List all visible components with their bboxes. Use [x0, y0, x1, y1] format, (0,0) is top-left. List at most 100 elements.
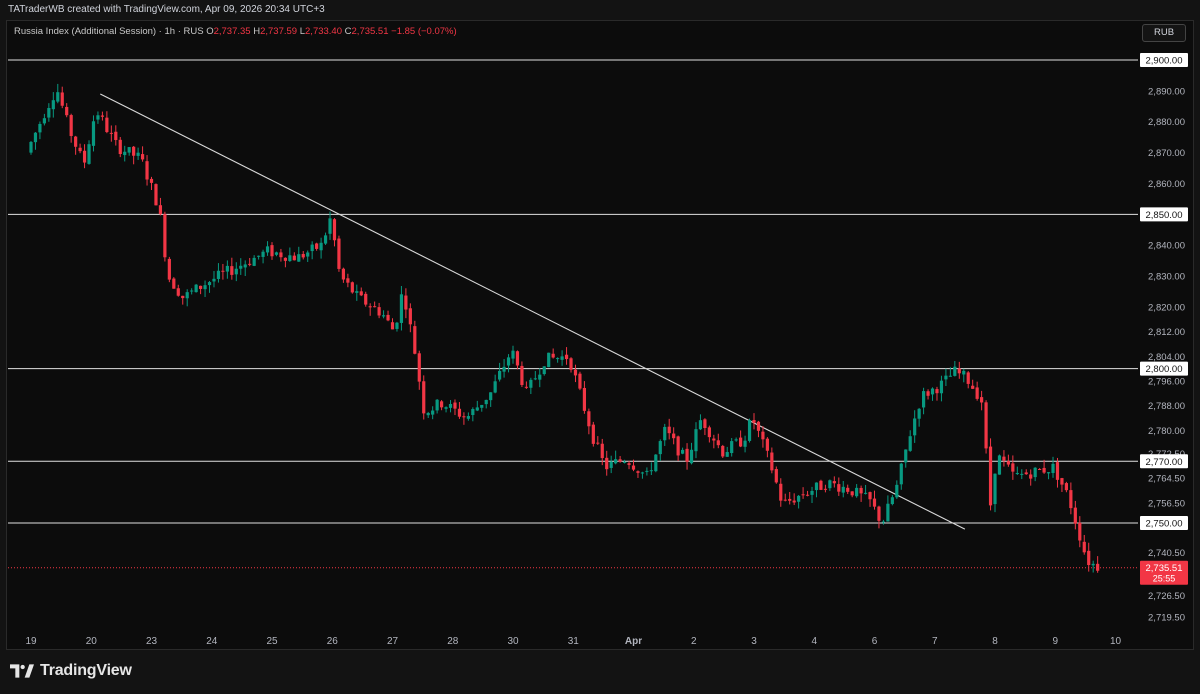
close-value: 2,735.51	[351, 26, 389, 37]
candle-body	[587, 411, 591, 427]
candle-body	[274, 252, 279, 255]
candle-body	[100, 115, 105, 117]
candle-body	[252, 257, 256, 266]
candle-body	[712, 438, 716, 441]
candle-body	[618, 459, 622, 462]
candle-body	[622, 461, 627, 463]
candle-body	[846, 487, 850, 492]
candle-body	[471, 409, 475, 416]
candle-body	[667, 426, 671, 434]
candle-body	[805, 494, 810, 496]
candle-body	[725, 452, 729, 457]
candle-body	[605, 457, 609, 470]
low-label: L	[299, 26, 306, 37]
candle-body	[868, 492, 872, 500]
candle-body	[493, 381, 497, 393]
candle-body	[649, 470, 653, 472]
candle-body	[899, 463, 903, 485]
candle-body	[774, 469, 778, 483]
candle-body	[783, 499, 787, 501]
candle-body	[707, 427, 711, 438]
candle-body	[837, 484, 841, 492]
countdown-label: 25:55	[1153, 574, 1176, 584]
candle-body	[283, 257, 287, 261]
candle-body	[127, 147, 131, 153]
candle-body	[132, 146, 136, 156]
candle-body	[1011, 463, 1015, 472]
candle-body	[337, 238, 341, 269]
candle-body	[1033, 467, 1037, 478]
candle-body	[770, 452, 774, 471]
candle-body	[292, 255, 296, 261]
candle-body	[631, 465, 636, 470]
y-tick-label: 2,788.00	[1148, 401, 1185, 412]
candle-body	[1051, 463, 1055, 473]
candle-body	[466, 416, 470, 419]
candle-body	[47, 108, 51, 118]
candle-body	[149, 178, 154, 183]
candle-body	[145, 161, 149, 180]
candle-body	[87, 144, 91, 164]
x-tick-label: 2	[691, 636, 697, 647]
y-tick-label: 2,804.00	[1148, 352, 1185, 363]
candle-body	[797, 495, 801, 502]
candle-body	[980, 397, 984, 403]
candle-body	[310, 244, 314, 252]
candle-body	[1078, 522, 1082, 541]
candle-body	[569, 358, 573, 370]
candle-body	[422, 381, 426, 414]
candle-body	[1015, 473, 1019, 475]
candle-body	[265, 246, 270, 253]
candle-body	[475, 407, 479, 411]
candle-body	[239, 265, 243, 269]
candle-body	[364, 293, 368, 305]
candle-body	[863, 492, 868, 494]
price-chart[interactable]: 2,890.00 2,880.00 2,870.00 2,860.00 2,840.00…	[0, 0, 1200, 650]
currency-button[interactable]: RUB	[1142, 24, 1186, 42]
candle-body	[721, 445, 725, 457]
candle-body	[395, 322, 399, 329]
candle-body	[230, 266, 234, 275]
brand[interactable]: TradingView	[10, 662, 132, 680]
candle-body	[381, 315, 386, 317]
candle-body	[895, 484, 899, 498]
candle-body	[703, 419, 707, 428]
candle-body	[890, 497, 894, 505]
candle-body	[404, 295, 408, 310]
candle-body	[551, 353, 555, 358]
candle-body	[69, 115, 73, 137]
level-label-box	[1140, 454, 1188, 469]
last-price-badge	[1140, 560, 1188, 585]
candle-body	[1069, 490, 1073, 509]
candle-body	[1002, 456, 1006, 461]
candle-body	[917, 408, 921, 419]
candle-body	[1042, 467, 1046, 473]
candle-body	[444, 407, 448, 409]
candle-body	[480, 404, 484, 408]
level-label: 2,900.00	[1146, 56, 1183, 67]
candle-body	[190, 290, 194, 292]
candle-body	[435, 399, 439, 411]
candle-body	[297, 254, 301, 262]
candle-body	[377, 307, 381, 316]
candle-body	[756, 421, 761, 431]
candle-body	[82, 150, 87, 163]
chart-frame[interactable]	[6, 20, 1194, 650]
candle-body	[257, 255, 261, 257]
x-tick-label: 26	[327, 636, 339, 647]
level-label: 2,750.00	[1146, 519, 1183, 530]
candle-body	[91, 121, 96, 146]
candle-body	[524, 386, 528, 388]
trendline	[100, 93, 966, 530]
candle-body	[640, 472, 645, 474]
candle-body	[904, 449, 908, 463]
candle-body	[792, 500, 796, 503]
candle-body	[944, 375, 948, 380]
candle-body	[203, 285, 207, 290]
candle-body	[761, 431, 765, 440]
candle-body	[578, 373, 582, 389]
candle-body	[1091, 563, 1095, 566]
symbol-legend[interactable]: Russia Index (Additional Session) · 1h ·…	[14, 26, 457, 37]
candle-body	[676, 436, 680, 456]
candle-body	[814, 482, 819, 491]
